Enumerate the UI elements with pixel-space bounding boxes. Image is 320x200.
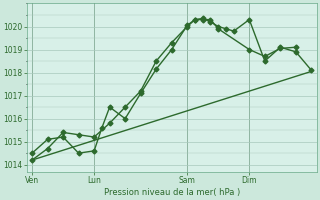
X-axis label: Pression niveau de la mer( hPa ): Pression niveau de la mer( hPa ) bbox=[104, 188, 240, 197]
